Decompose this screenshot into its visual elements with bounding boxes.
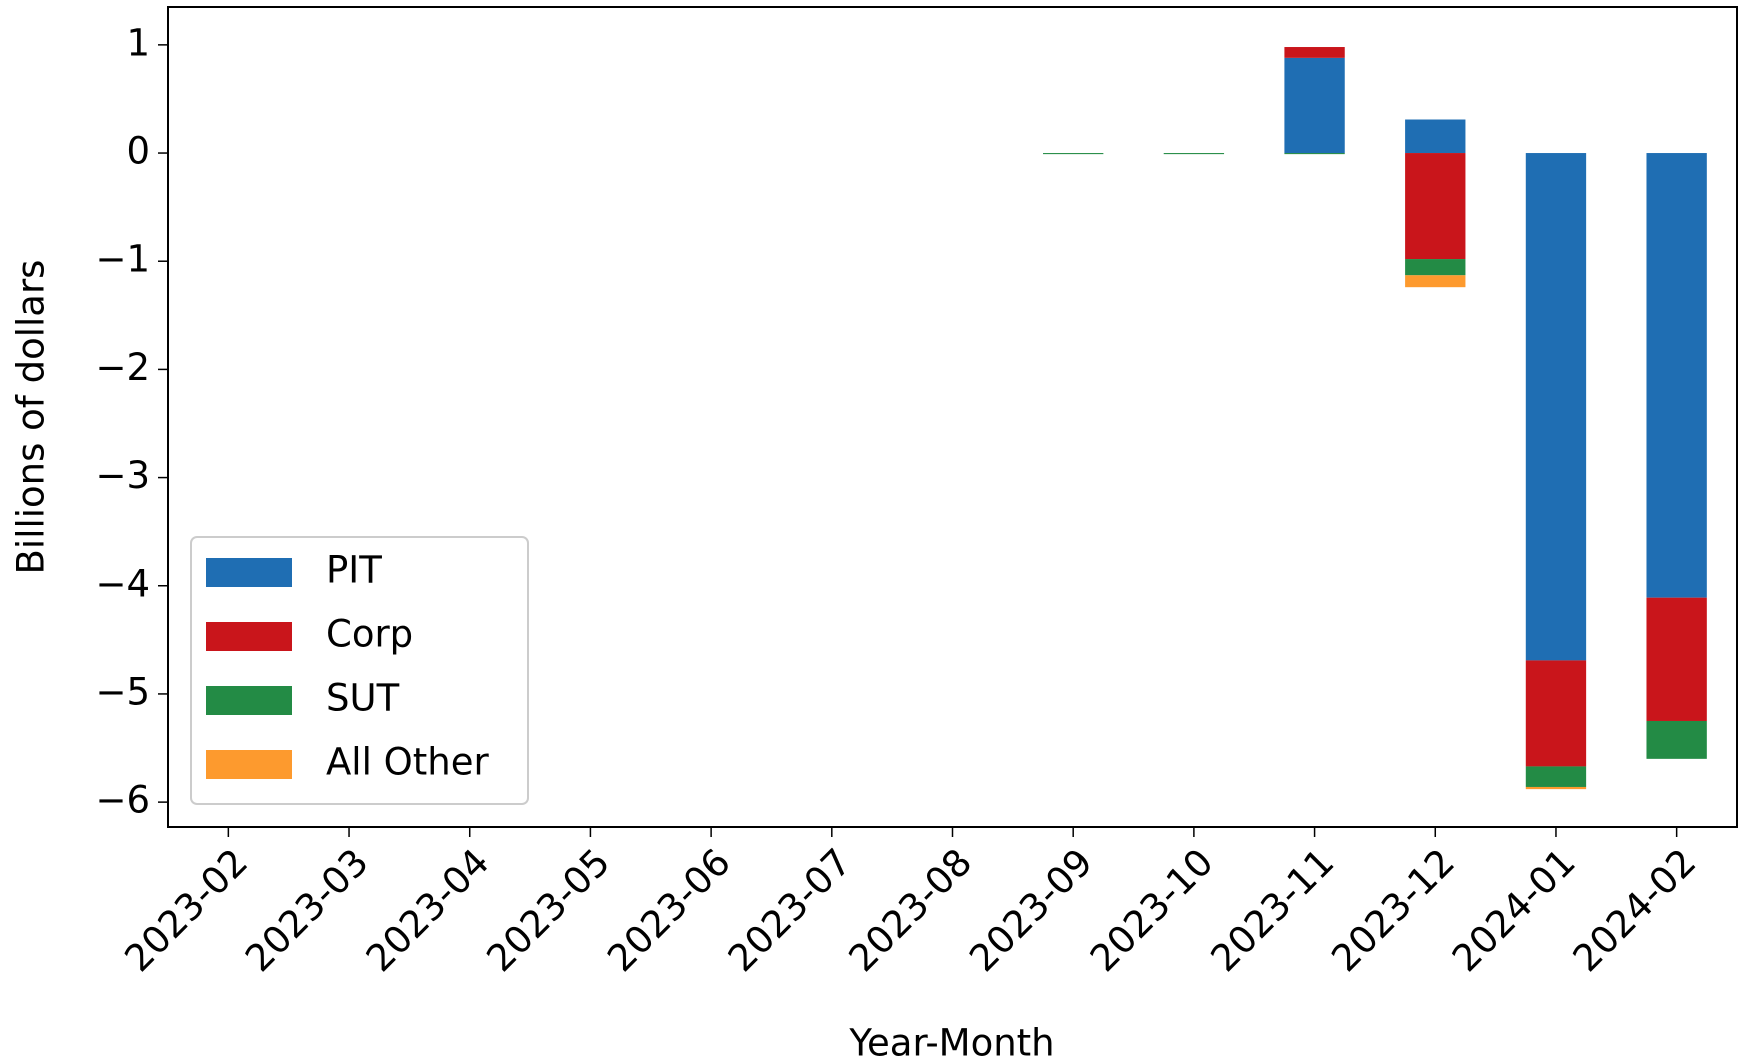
- legend-box: [190, 536, 529, 805]
- x-tick-label: 2023-10: [1082, 840, 1222, 980]
- bar-segment: [1405, 259, 1466, 276]
- bar-segment: [1525, 660, 1587, 767]
- y-tick-label: −2: [95, 346, 150, 389]
- legend-swatch: [206, 558, 292, 587]
- y-tick-label: 0: [126, 130, 150, 173]
- x-tick-label: 2023-04: [358, 840, 498, 980]
- bar-segment: [1405, 275, 1466, 288]
- y-tick-label: −5: [95, 670, 150, 713]
- x-tick-label: 2023-08: [841, 840, 981, 980]
- bar-segment: [1284, 57, 1345, 154]
- x-axis-label: Year-Month: [848, 1022, 1054, 1063]
- bar-segment: [1646, 153, 1707, 598]
- y-tick-label: −4: [95, 562, 150, 605]
- bar-segment: [1284, 153, 1345, 155]
- plot-frame: [167, 6, 1738, 828]
- x-tick-label: 2023-06: [599, 840, 739, 980]
- y-axis-label: Billions of dollars: [10, 260, 53, 575]
- legend-label: All Other: [326, 741, 489, 784]
- legend: PIT Corp SUT All Other: [190, 536, 529, 805]
- bar-segment: [1646, 720, 1707, 759]
- x-tick-label: 2024-01: [1444, 840, 1584, 980]
- x-tick-label: 2023-02: [116, 840, 256, 980]
- bar-segment: [1525, 786, 1587, 790]
- bar-segment: [1646, 597, 1707, 721]
- bar-segment: [1163, 153, 1225, 155]
- y-tick-label: −6: [95, 779, 150, 822]
- x-tick-label: 2023-11: [1203, 840, 1343, 980]
- legend-swatch: [206, 686, 292, 715]
- legend-swatch: [206, 750, 292, 779]
- bar-segment: [1284, 47, 1345, 58]
- bar-segment: [1525, 766, 1587, 787]
- y-tick-label: −1: [95, 238, 150, 281]
- y-tick-label: −3: [95, 454, 150, 497]
- legend-label: SUT: [326, 677, 400, 720]
- x-tick-label: 2023-07: [720, 840, 860, 980]
- bar-segment: [1405, 153, 1466, 260]
- bar-segment: [1525, 153, 1587, 661]
- x-tick-label: 2023-03: [237, 840, 377, 980]
- x-tick-label: 2023-09: [961, 840, 1101, 980]
- y-tick-label: 1: [126, 21, 150, 64]
- x-tick-label: 2023-12: [1323, 840, 1463, 980]
- bar-segment: [1043, 153, 1104, 155]
- x-tick-label: 2023-05: [478, 840, 618, 980]
- legend-label: PIT: [326, 549, 382, 592]
- legend-label: Corp: [326, 613, 413, 656]
- legend-swatch: [206, 622, 292, 651]
- x-tick-label: 2024-02: [1565, 840, 1705, 980]
- bar-segment: [1405, 119, 1466, 154]
